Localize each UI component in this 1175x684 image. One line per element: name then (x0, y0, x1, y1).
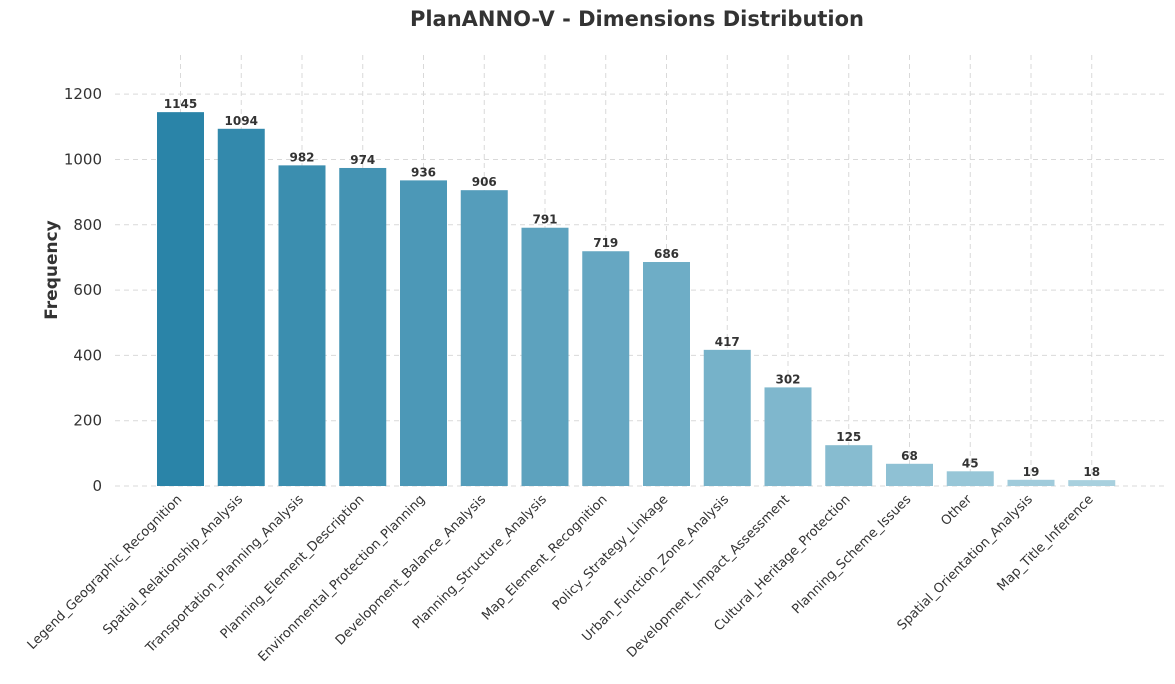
bar-map-title-inference (1068, 480, 1116, 486)
bar-value-label: 125 (836, 430, 861, 444)
bar-development-balance-analysis (460, 190, 508, 486)
y-tick-label: 400 (73, 346, 102, 364)
bar-spatial-relationship-analysis (217, 128, 265, 486)
bar-policy-strategy-linkage (643, 262, 690, 486)
y-tick-label: 600 (73, 281, 102, 299)
bars (157, 112, 1116, 487)
chart-title: PlanANNO-V - Dimensions Distribution (410, 7, 864, 31)
bar-value-label: 982 (289, 150, 314, 164)
bar-value-label: 417 (715, 335, 740, 349)
x-ticks: Legend_Geographic_RecognitionSpatial_Rel… (25, 492, 1097, 665)
x-tick-label: Policy_Strategy_Linkage (550, 492, 671, 613)
bar-value-label: 936 (411, 165, 436, 179)
x-tick-label: Planning_Scheme_Issues (789, 492, 914, 617)
bar-value-label: 719 (593, 236, 618, 250)
bar-legend-geographic-recognition (157, 112, 204, 487)
bar-value-label: 302 (775, 372, 800, 386)
bar-environmental-protection-planning (400, 180, 447, 486)
y-tick-label: 1200 (64, 85, 102, 103)
bar-value-label: 1094 (225, 114, 258, 128)
bar-transportation-planning-analysis (278, 165, 326, 486)
bar-value-label: 1145 (164, 97, 197, 111)
bar-value-label: 19 (1023, 465, 1040, 479)
bar-development-impact-assessment (764, 387, 812, 486)
bar-map-element-recognition (582, 251, 630, 486)
y-ticks: 0 200 400 600 800 1000 1200 (64, 85, 102, 495)
bar-spatial-orientation-analysis (1007, 479, 1055, 486)
bar-value-label: 18 (1083, 465, 1100, 479)
y-tick-label: 200 (73, 412, 102, 430)
y-axis-label: Frequency (42, 220, 62, 320)
bar-planning-structure-analysis (521, 227, 569, 487)
bar-planning-scheme-issues (886, 463, 933, 486)
x-tick-label: Other (938, 492, 975, 529)
bar-other (946, 471, 994, 486)
y-tick-label: 800 (73, 216, 102, 234)
x-tick-label: Map_Element_Recognition (479, 492, 610, 623)
bar-cultural-heritage-protection (825, 445, 873, 486)
bar-value-label: 906 (472, 175, 497, 189)
bar-value-label: 45 (962, 456, 979, 470)
bar-urban-function-zone-analysis (703, 349, 751, 486)
bar-value-label: 791 (532, 213, 557, 227)
bar-planning-element-description (339, 167, 387, 486)
value-labels: 1145 1094 982 974 936 906 791 719 686 417 302 125 68… (164, 97, 1100, 479)
grid-lines (115, 55, 1165, 487)
y-tick-label: 0 (92, 477, 102, 495)
bar-value-label: 974 (350, 153, 375, 167)
bar-value-label: 686 (654, 247, 679, 261)
bar-value-label: 68 (901, 449, 918, 463)
y-tick-label: 1000 (64, 150, 102, 168)
